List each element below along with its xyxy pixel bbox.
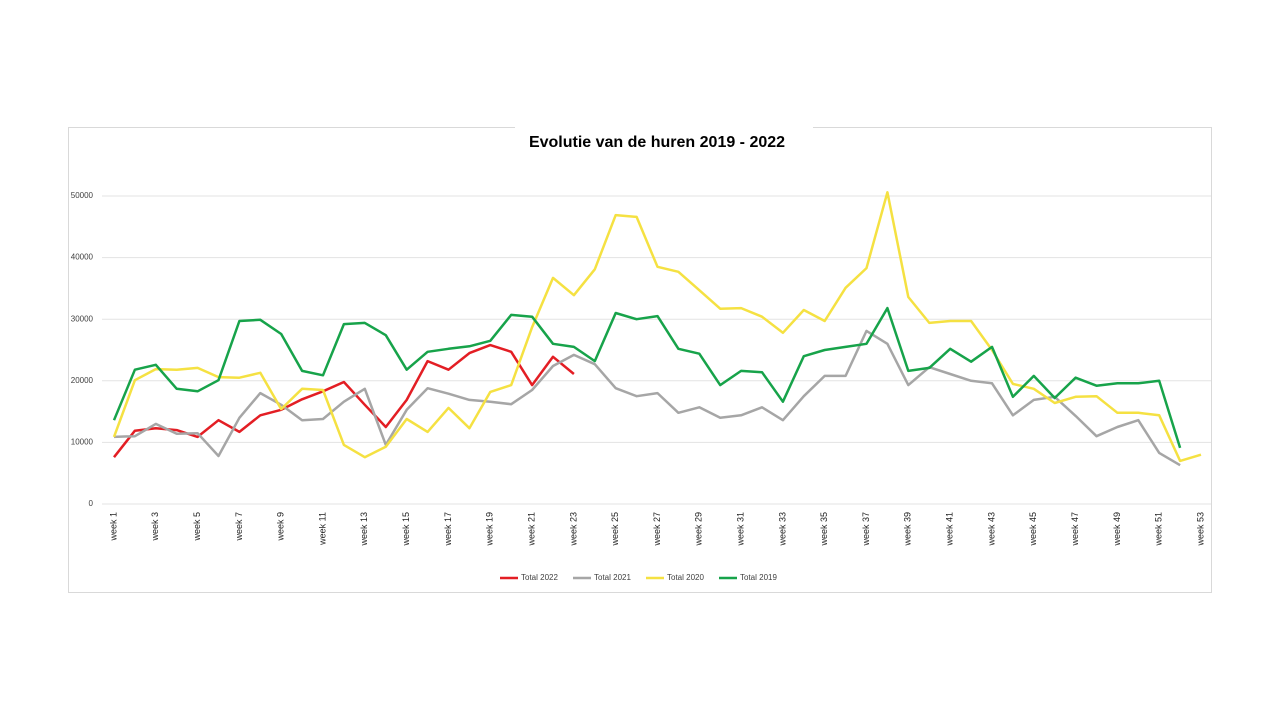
- chart-title: Evolutie van de huren 2019 - 2022: [529, 134, 785, 151]
- y-tick-label: 20000: [71, 376, 94, 385]
- x-tick-label: week 27: [652, 512, 662, 547]
- x-tick-label: week 37: [861, 512, 871, 547]
- series-line: [113, 329, 1181, 467]
- x-tick-label: week 21: [526, 512, 536, 547]
- x-tick-label: week 25: [610, 512, 620, 547]
- x-tick-label: week 45: [1028, 512, 1038, 547]
- x-tick-label: week 17: [443, 512, 453, 547]
- chart-frame: [68, 127, 1212, 593]
- x-tick-label: week 49: [1112, 512, 1122, 547]
- x-tick-label: week 43: [986, 512, 996, 547]
- x-tick-label: week 5: [192, 512, 202, 542]
- x-tick-label: week 11: [317, 512, 327, 546]
- x-tick-label: week 19: [485, 512, 495, 547]
- y-tick-label: 40000: [71, 253, 94, 262]
- x-tick-label: week 53: [1195, 512, 1205, 547]
- title-box: [515, 120, 813, 162]
- legend-label: Total 2019: [740, 573, 777, 582]
- x-tick-label: week 13: [359, 512, 369, 547]
- series-line: [112, 191, 1202, 463]
- y-tick-label: 10000: [71, 438, 94, 447]
- x-tick-label: week 29: [694, 512, 704, 547]
- legend-label: Total 2021: [594, 573, 631, 582]
- x-tick-label: week 51: [1154, 512, 1164, 547]
- x-tick-label: week 15: [401, 512, 411, 547]
- x-tick-label: week 1: [108, 512, 118, 542]
- series-line: [112, 306, 1182, 449]
- x-tick-label: week 47: [1070, 512, 1080, 547]
- y-tick-label: 0: [89, 499, 94, 508]
- x-tick-label: week 23: [568, 512, 578, 547]
- x-tick-label: week 41: [945, 512, 955, 547]
- y-tick-label: 50000: [71, 191, 94, 200]
- x-tick-label: week 31: [735, 512, 745, 547]
- legend-label: Total 2020: [667, 573, 704, 582]
- x-tick-label: week 9: [276, 512, 286, 542]
- x-tick-label: week 39: [903, 512, 913, 547]
- legend-label: Total 2022: [521, 573, 558, 582]
- x-tick-label: week 35: [819, 512, 829, 547]
- x-tick-label: week 3: [150, 512, 160, 542]
- x-tick-label: week 33: [777, 512, 787, 547]
- y-tick-label: 30000: [71, 314, 94, 323]
- x-tick-label: week 7: [234, 512, 244, 542]
